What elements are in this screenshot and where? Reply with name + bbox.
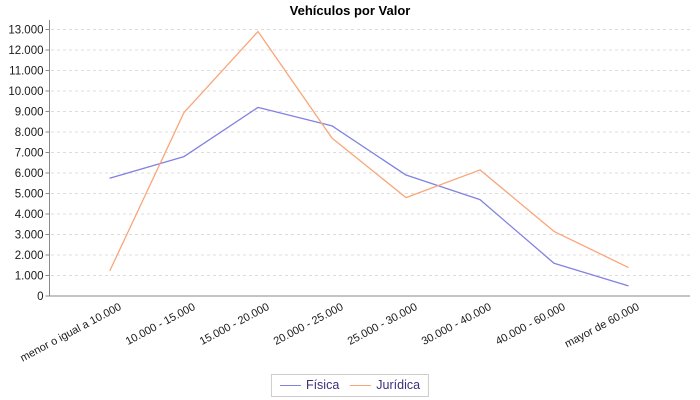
y-tick-labels: 0 1.000 2.000 3.000 4.000 5.000 6.000 7.000 8.00…	[8, 25, 43, 304]
chart-title: Vehículos por Valor	[289, 3, 411, 18]
y-tick-label: 3.000	[15, 230, 44, 242]
x-tick-label: 25.000 - 30.000	[346, 301, 420, 348]
x-tick-label: menor o igual a 10.000	[18, 301, 123, 364]
x-tick-label: 30.000 - 40.000	[420, 301, 494, 348]
x-tick-label: 15.000 - 20.000	[198, 301, 272, 348]
series-line-fisica	[109, 106, 629, 287]
y-tick-label: 12.000	[8, 45, 43, 57]
x-tick-labels: menor o igual a 10.000 10.000 - 15.000 15.…	[18, 301, 641, 364]
y-tick-label: 6.000	[15, 168, 44, 180]
series-line-juridica	[109, 30, 629, 272]
legend-item-fisica: Física	[279, 378, 340, 392]
y-axis-ticks	[45, 29, 50, 297]
x-tick-label: 20.000 - 25.000	[272, 301, 346, 348]
legend-label-fisica: Física	[305, 378, 340, 392]
y-tick-label: 1.000	[15, 271, 44, 283]
legend-label-juridica: Jurídica	[376, 378, 421, 392]
legend: Física Jurídica	[270, 374, 430, 397]
y-tick-label: 13.000	[8, 25, 43, 37]
y-tick-label: 4.000	[15, 209, 44, 221]
juridica-line-swatch-icon	[350, 384, 372, 386]
y-gridlines	[51, 29, 690, 276]
y-tick-label: 7.000	[15, 148, 44, 160]
x-tick-label: 10.000 - 15.000	[124, 301, 198, 348]
fisica-line-swatch-icon	[279, 384, 301, 386]
x-tick-label: 40.000 - 60.000	[494, 301, 568, 348]
y-tick-label: 2.000	[15, 250, 44, 262]
y-tick-label: 9.000	[15, 107, 44, 119]
y-tick-label: 8.000	[15, 127, 44, 139]
y-tick-label: 11.000	[9, 66, 43, 78]
y-tick-label: 0	[37, 291, 43, 303]
legend-item-juridica: Jurídica	[350, 378, 420, 392]
y-tick-label: 10.000	[8, 86, 43, 98]
axes	[49, 20, 690, 297]
y-tick-label: 5.000	[15, 189, 44, 201]
x-tick-label: mayor de 60.000	[563, 301, 642, 350]
